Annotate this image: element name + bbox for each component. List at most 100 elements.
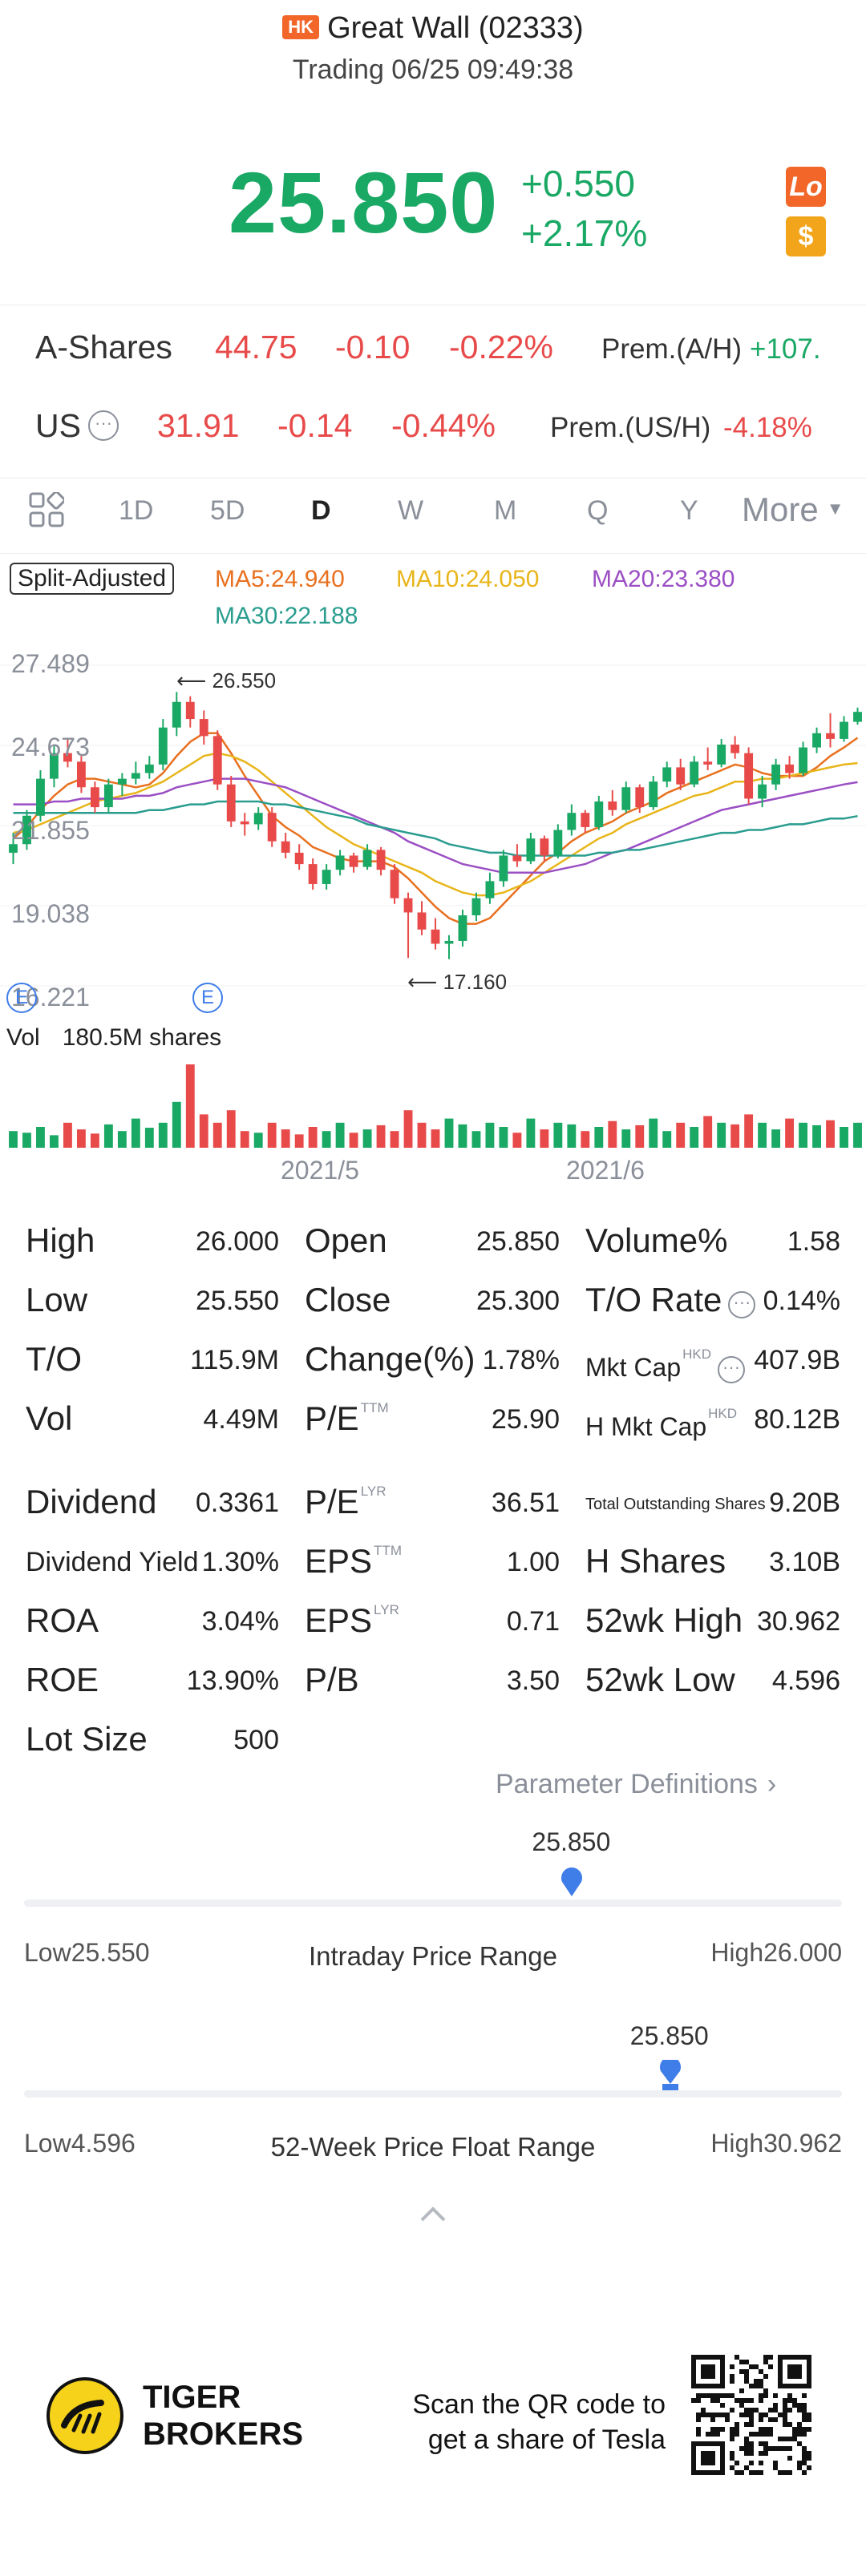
volume-bar [253,1133,263,1148]
tab-q[interactable]: Q [587,495,609,526]
stat-label: ROE [26,1661,99,1698]
tab-more[interactable]: More ▼ [742,491,844,529]
y-tick: 27.489 [11,649,90,678]
candle-body [90,787,99,808]
tab-m[interactable]: M [494,495,517,526]
stat-label: Mkt Cap HKD ··· [585,1347,746,1383]
stat-value: 80.12B [754,1404,840,1435]
stat-value: 500 [233,1725,279,1755]
candle-body [362,850,372,867]
volume-chart[interactable] [0,1058,866,1151]
candle-body [403,898,413,913]
candle-body [281,841,290,853]
candle-body [240,821,249,825]
dollar-badge-icon[interactable]: $ [786,216,826,256]
stat-value: 1.00 [506,1547,560,1577]
volume-bar [690,1127,699,1148]
volume-bar [172,1101,181,1148]
volume-bar [594,1127,604,1148]
week52-low-label: Low [24,2129,71,2158]
intraday-pin-icon [560,1866,584,1900]
footer-msg-line1: Scan the QR code to [412,2389,666,2420]
volume-bar [458,1124,467,1148]
candlestick-chart[interactable] [0,641,866,1018]
brand-name: TIGER BROKERS [143,2379,303,2453]
volume-bar [485,1122,495,1148]
tab-5d[interactable]: 5D [210,495,245,526]
ma5-line [12,732,859,925]
us-row[interactable]: US ··· 31.91 -0.14 -0.44% Prem.(US/H) -4… [35,407,812,444]
stat-label-sup: TTM [374,1543,402,1558]
candle-body [226,784,236,822]
volume-bar [349,1133,358,1148]
tab-w[interactable]: W [398,495,424,526]
stat-label-text: Open [305,1221,387,1259]
candle-body [608,801,617,810]
candle-body [294,852,304,865]
stat-value: 25.550 [196,1286,279,1316]
candle-body [471,898,481,915]
volume-bar [526,1118,536,1148]
stat-label: EPS TTM [305,1542,402,1581]
stat-label: P/B [305,1661,359,1699]
volume-bar [853,1122,862,1148]
chevron-right-icon: › [767,1769,777,1799]
volume-bar [621,1129,631,1148]
candle-body [9,844,18,853]
candle-body [635,787,645,808]
stat-value: 36.51 [491,1488,560,1518]
trading-status: Trading 06/25 09:49:38 [292,55,574,85]
volume-bar [840,1127,848,1148]
split-adjusted-toggle[interactable]: Split-Adjusted [10,563,175,595]
more-circle-icon[interactable]: ··· [728,1291,756,1318]
volume-label: Vol [6,1024,40,1051]
candle-body [335,855,345,870]
stat-label-text: H Mkt Cap [585,1412,707,1441]
candle-body [717,745,726,765]
volume-bar [785,1118,795,1148]
candle-body [253,813,263,825]
y-tick: 24.673 [11,733,90,761]
stat-label: Volume% [585,1221,727,1260]
grid-icon[interactable] [29,491,66,531]
candle-body [649,781,658,808]
intraday-high-label: High [710,1938,764,1967]
intraday-current-price: 25.850 [532,1827,611,1856]
candle-body [799,747,808,773]
a-shares-row[interactable]: A-Shares 44.75 -0.10 -0.22% Prem.(A/H) +… [0,329,866,377]
collapse-chevron-up-icon[interactable] [417,2204,449,2227]
candle-body [594,801,604,827]
tab-d[interactable]: D [311,495,331,526]
candle-body [826,733,835,739]
volume-bar [308,1127,318,1148]
candle-body [308,864,318,884]
event-marker-icon[interactable]: E [6,983,37,1013]
stat-label: Vol [26,1399,73,1437]
stat-label-text: H Shares [585,1542,726,1580]
more-circle-icon[interactable]: ··· [718,1356,746,1383]
stat-label: T/O [26,1340,82,1378]
event-marker-icon[interactable]: E [192,983,223,1013]
candle-body [36,778,45,816]
stat-label: High [26,1221,95,1259]
stock-title: HK Great Wall (02333) [0,11,866,46]
qr-code-icon[interactable] [691,2355,811,2475]
candle-body [390,870,399,898]
candle-body [444,940,454,944]
volume-bar [144,1128,154,1148]
candle-body [853,712,862,722]
stat-value: 25.300 [476,1286,560,1316]
tab-1d[interactable]: 1D [119,495,154,526]
volume-bar [744,1114,754,1148]
tab-y[interactable]: Y [680,495,698,526]
volume-bar [417,1122,427,1148]
tiger-logo-icon [47,2377,123,2454]
ma5-label: MA5:24.940 [215,566,345,592]
intraday-low-value: 25.550 [71,1938,150,1967]
candle-body [553,830,563,856]
volume-bar [553,1122,563,1148]
volume-bar [36,1127,45,1148]
parameter-definitions-link[interactable]: Parameter Definitions › [496,1769,776,1800]
lo-badge-icon[interactable]: Lo [786,167,826,207]
brand-line1: TIGER [143,2380,241,2415]
